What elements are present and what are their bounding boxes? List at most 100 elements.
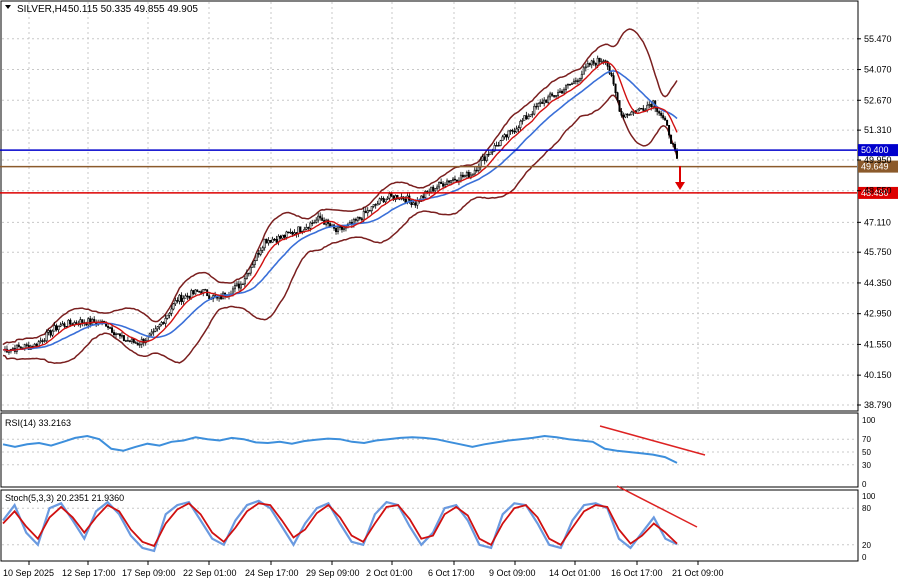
horizontal-levels[interactable]: 50.400 49.649 48.450 — [0, 144, 898, 199]
candle-body — [660, 112, 663, 116]
price-tick-label: 38.790 — [864, 400, 892, 410]
candle-body — [188, 295, 191, 299]
candle-body — [481, 156, 484, 161]
candle-body — [564, 84, 567, 91]
candle-body — [261, 247, 264, 251]
candle-body — [204, 289, 207, 291]
candle-body — [182, 297, 185, 303]
candle-body — [674, 143, 677, 151]
candle-body — [394, 195, 397, 200]
stochastic-tick-label: 0 — [862, 553, 867, 562]
candle-body — [553, 95, 556, 97]
candle-body — [136, 342, 139, 346]
candle-body — [376, 203, 379, 206]
rsi-panel[interactable]: 100 70 50 30 0 RSI(14) 33.2163 — [0, 412, 876, 489]
rsi-tick-label: 100 — [862, 416, 876, 425]
candle-body — [489, 151, 492, 155]
candle-body — [531, 113, 534, 116]
candle-body — [630, 111, 633, 116]
candle-body — [271, 238, 274, 243]
time-tick-label: 9 Oct 09:00 — [489, 568, 536, 578]
candle-body — [471, 173, 474, 176]
candle-body — [356, 216, 359, 221]
candle-body — [646, 104, 649, 111]
candle-body — [501, 136, 504, 142]
candle-body — [190, 290, 193, 299]
candle-body — [156, 326, 159, 330]
candle-body — [640, 107, 643, 110]
candle-body — [237, 283, 240, 289]
candle-body — [442, 183, 445, 187]
candle-body — [499, 140, 502, 146]
candle-body — [388, 193, 391, 199]
candle-body — [618, 100, 621, 112]
candle-body — [368, 210, 371, 212]
candle-body — [592, 60, 595, 64]
candle-body — [79, 319, 82, 326]
level-label: 50.400 — [861, 145, 889, 155]
dropdown-triangle-icon[interactable] — [5, 5, 11, 9]
price-tick-label: 47.110 — [864, 217, 891, 227]
candle-body — [570, 82, 573, 85]
price-tick-label: 45.750 — [864, 247, 892, 257]
candle-body — [168, 312, 171, 316]
candle-body — [586, 63, 589, 68]
price-panel[interactable]: 50.400 49.649 48.450 55.470 54.070 52.670 51.… — [0, 0, 898, 412]
candle-body — [126, 340, 129, 342]
candle-body — [628, 114, 631, 116]
candle-body — [309, 222, 312, 229]
candle-body — [11, 348, 14, 350]
candle-body — [451, 178, 454, 181]
candle-body — [138, 343, 141, 346]
candle-body — [231, 288, 234, 295]
candle-body — [453, 178, 456, 181]
candle-body — [109, 327, 112, 329]
time-tick-label: 16 Oct 17:00 — [611, 568, 663, 578]
candle-body — [61, 323, 64, 326]
candle-body — [380, 198, 383, 200]
candle-body — [107, 326, 110, 328]
candle-body — [285, 231, 288, 238]
candle-body — [491, 150, 494, 153]
candle-body — [374, 204, 377, 206]
candle-body — [584, 66, 587, 69]
candle-body — [539, 101, 542, 104]
candle-body — [338, 226, 341, 228]
candle-body — [319, 215, 322, 219]
candle-body — [477, 166, 480, 171]
rsi-tick-label: 0 — [862, 480, 867, 489]
candle-body — [515, 128, 518, 133]
candle-body — [170, 308, 173, 314]
candle-body — [608, 65, 611, 74]
candle-body — [467, 171, 470, 179]
candle-body — [602, 60, 605, 62]
stochastic-panel-frame — [0, 489, 859, 562]
candle-body — [370, 206, 373, 212]
candle-body — [535, 105, 538, 108]
candle-body — [281, 234, 284, 239]
candle-body — [537, 103, 540, 107]
candle-body — [670, 134, 673, 144]
candle-body — [366, 210, 369, 214]
candle-body — [426, 191, 429, 193]
rsi-panel-frame — [0, 412, 859, 488]
candle-body — [259, 250, 262, 255]
candle-body — [57, 326, 60, 331]
ohlc-header: 50.115 50.335 49.855 49.905 — [68, 4, 198, 15]
candle-body — [120, 335, 123, 337]
stochastic-tick-label: 20 — [862, 541, 871, 550]
candle-body — [128, 340, 131, 342]
candle-body — [196, 289, 199, 292]
candle-body — [493, 145, 496, 152]
candle-body — [253, 260, 256, 266]
stochastic-panel[interactable]: 100 80 20 0 Stoch(5,3,3) 20.2351 21.9360 — [0, 485, 876, 562]
stochastic-tick-label: 100 — [862, 492, 876, 501]
candle-body — [111, 327, 114, 333]
candle-body — [656, 107, 659, 112]
candle-body — [576, 80, 579, 82]
candle-body — [67, 319, 70, 328]
rsi-label: RSI(14) 33.2163 — [5, 418, 71, 428]
candle-body — [578, 77, 581, 82]
